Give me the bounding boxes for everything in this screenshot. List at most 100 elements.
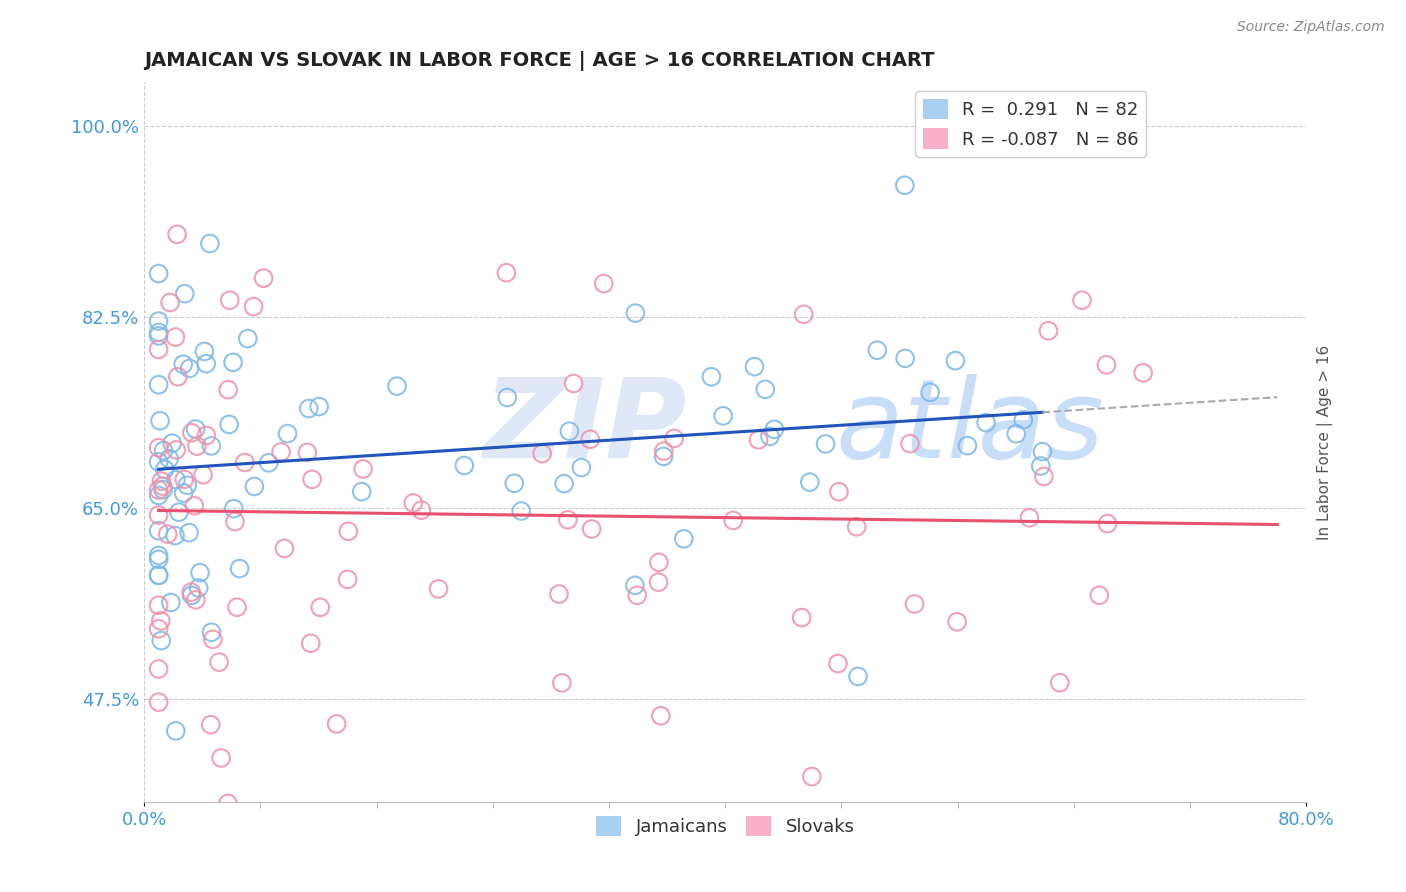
Point — [548, 587, 571, 601]
Point — [846, 669, 869, 683]
Point — [177, 525, 200, 540]
Point — [920, 385, 942, 400]
Point — [352, 462, 374, 476]
Point — [150, 633, 173, 648]
Point — [1118, 811, 1140, 825]
Point — [165, 723, 187, 738]
Point — [226, 600, 249, 615]
Point — [894, 351, 917, 366]
Point — [551, 676, 574, 690]
Text: ZIP: ZIP — [484, 375, 688, 482]
Point — [898, 436, 921, 450]
Point — [200, 717, 222, 731]
Point — [277, 426, 299, 441]
Point — [894, 178, 917, 193]
Point — [222, 355, 245, 369]
Y-axis label: In Labor Force | Age > 16: In Labor Force | Age > 16 — [1317, 344, 1333, 540]
Point — [1005, 426, 1028, 441]
Point — [148, 483, 170, 497]
Point — [159, 295, 181, 310]
Point — [626, 588, 648, 602]
Point — [1095, 358, 1118, 372]
Point — [201, 632, 224, 647]
Point — [218, 293, 240, 308]
Point — [148, 377, 170, 392]
Point — [217, 797, 239, 811]
Point — [200, 439, 222, 453]
Point — [763, 422, 786, 436]
Point — [800, 770, 823, 784]
Point — [721, 513, 744, 527]
Point — [148, 326, 170, 340]
Point — [243, 479, 266, 493]
Point — [148, 549, 170, 563]
Point — [176, 478, 198, 492]
Point — [650, 708, 672, 723]
Point — [149, 614, 172, 628]
Point — [184, 422, 207, 436]
Point — [183, 499, 205, 513]
Point — [165, 528, 187, 542]
Point — [165, 330, 187, 344]
Point — [793, 307, 815, 321]
Point — [242, 300, 264, 314]
Point — [148, 568, 170, 582]
Point — [148, 599, 170, 613]
Point — [557, 513, 579, 527]
Point — [156, 527, 179, 541]
Point — [172, 357, 194, 371]
Point — [385, 379, 408, 393]
Point — [790, 610, 813, 624]
Point — [814, 437, 837, 451]
Point — [827, 657, 849, 671]
Point — [167, 505, 190, 519]
Point — [945, 353, 967, 368]
Point — [233, 455, 256, 469]
Point — [903, 597, 925, 611]
Point — [173, 472, 195, 486]
Point — [152, 479, 174, 493]
Point — [208, 655, 231, 669]
Point — [828, 484, 851, 499]
Point — [553, 476, 575, 491]
Point — [166, 227, 188, 242]
Point — [337, 524, 360, 539]
Point — [180, 588, 202, 602]
Point — [252, 271, 274, 285]
Point — [558, 424, 581, 438]
Point — [652, 450, 675, 464]
Point — [150, 474, 173, 488]
Point — [148, 314, 170, 328]
Point — [218, 417, 240, 432]
Legend: Jamaicans, Slovaks: Jamaicans, Slovaks — [589, 808, 862, 844]
Point — [224, 515, 246, 529]
Point — [184, 592, 207, 607]
Point — [453, 458, 475, 473]
Point — [193, 344, 215, 359]
Point — [173, 486, 195, 500]
Point — [187, 581, 209, 595]
Point — [581, 522, 603, 536]
Point — [1097, 516, 1119, 531]
Text: JAMAICAN VS SLOVAK IN LABOR FORCE | AGE > 16 CORRELATION CHART: JAMAICAN VS SLOVAK IN LABOR FORCE | AGE … — [143, 51, 935, 70]
Point — [273, 541, 295, 556]
Point — [228, 561, 250, 575]
Point — [510, 504, 533, 518]
Point — [531, 446, 554, 460]
Point — [1049, 675, 1071, 690]
Point — [148, 568, 170, 582]
Point — [153, 462, 176, 476]
Point — [1018, 510, 1040, 524]
Point — [217, 383, 239, 397]
Point — [149, 414, 172, 428]
Point — [148, 508, 170, 522]
Point — [148, 343, 170, 357]
Point — [662, 431, 685, 445]
Point — [672, 532, 695, 546]
Point — [336, 573, 359, 587]
Point — [148, 695, 170, 709]
Point — [427, 582, 450, 596]
Point — [866, 343, 889, 358]
Point — [700, 369, 723, 384]
Point — [257, 456, 280, 470]
